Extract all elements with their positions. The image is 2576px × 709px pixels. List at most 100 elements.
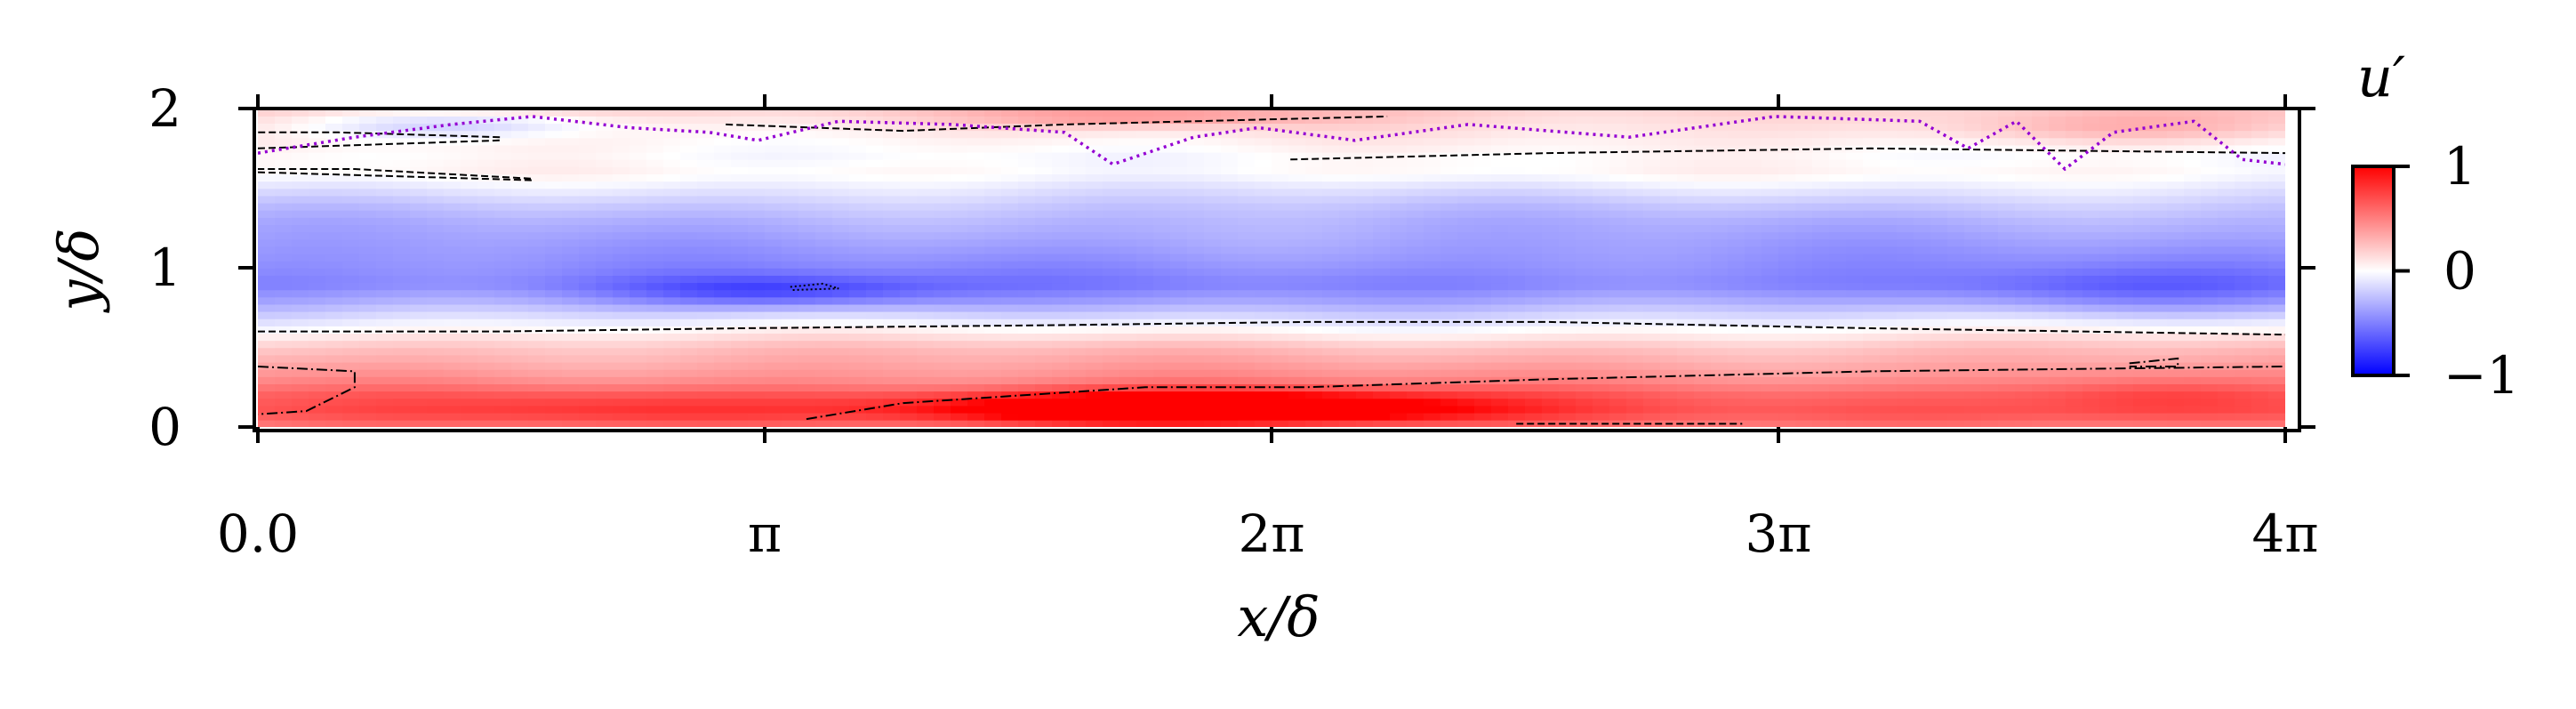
heatmap-cell [1238,217,1256,225]
heatmap-cell [1035,326,1053,334]
heatmap-cell [663,412,681,421]
heatmap-cell [393,296,411,305]
heatmap-cell [292,217,309,225]
heatmap-cell [1035,340,1053,349]
heatmap-cell [1035,282,1053,291]
heatmap-cell [1593,347,1610,356]
heatmap-cell [2049,123,2066,132]
heatmap-cell [562,158,580,167]
heatmap-cell [562,354,580,363]
heatmap-cell [2015,310,2033,319]
heatmap-cell [1356,217,1374,225]
heatmap-cell [1981,166,1999,175]
heatmap-cell [1508,109,1526,117]
heatmap-cell [511,391,529,399]
heatmap-cell [342,137,360,146]
heatmap-cell [1593,224,1610,233]
heatmap-cell [2150,158,2168,167]
heatmap-cell [680,376,698,384]
heatmap-cell [2133,166,2151,175]
heatmap-cell [765,195,782,204]
heatmap-cell [1525,116,1543,125]
heatmap-cell [1288,368,1306,377]
heatmap-cell [1305,361,1323,370]
heatmap-cell [1914,391,1931,399]
heatmap-cell [900,275,918,284]
heatmap-cell [1035,137,1053,146]
heatmap-cell [1812,209,1830,218]
heatmap-cell [2116,296,2134,305]
heatmap-cell [376,109,394,117]
heatmap-cell [1964,412,1982,421]
heatmap-cell [258,158,276,167]
heatmap-cell [528,260,546,269]
heatmap-cell [1272,209,1289,218]
heatmap-cell [646,209,664,218]
heatmap-cell [444,231,461,240]
heatmap-cell [1136,137,1154,146]
heatmap-cell [393,158,411,167]
heatmap-cell [630,268,647,276]
heatmap-cell [1440,405,1458,414]
heatmap-cell [1474,310,1492,319]
heatmap-cell [1373,260,1391,269]
heatmap-cell [1457,144,1475,153]
heatmap-cell [1643,310,1661,319]
heatmap-cell [1373,116,1391,125]
heatmap-cell [2116,137,2134,146]
heatmap-cell [646,354,664,363]
heatmap-cell [1643,333,1661,342]
heatmap-cell [1947,318,1965,326]
heatmap-cell [427,137,445,146]
heatmap-cell [1136,202,1154,211]
heatmap-cell [748,398,766,407]
heatmap-cell [1322,296,1340,305]
heatmap-cell [1373,202,1391,211]
heatmap-cell [1947,123,1965,132]
heatmap-cell [1390,224,1408,233]
heatmap-cell [917,376,935,384]
heatmap-cell [1153,318,1171,326]
heatmap-cell [951,405,968,414]
heatmap-cell [1998,289,2016,298]
heatmap-cell [275,318,293,326]
heatmap-cell [2082,368,2100,377]
heatmap-cell [1052,383,1070,392]
heatmap-cell [494,340,512,349]
heatmap-cell [444,275,461,284]
heatmap-cell [1745,123,1762,132]
heatmap-cell [2015,376,2033,384]
heatmap-cell [1795,246,1813,254]
heatmap-cell [1356,253,1374,262]
heatmap-cell [1018,361,1036,370]
heatmap-cell [731,376,749,384]
heatmap-cell [1221,137,1239,146]
heatmap-cell [511,405,529,414]
heatmap-cell [1829,158,1847,167]
heatmap-cell [646,282,664,291]
heatmap-cell [562,303,580,312]
heatmap-cell [376,333,394,342]
heatmap-cell [410,260,428,269]
heatmap-cell [1221,326,1239,334]
heatmap-cell [646,181,664,189]
heatmap-cell [2032,116,2050,125]
heatmap-cell [1136,310,1154,319]
heatmap-cell [1153,195,1171,204]
heatmap-cell [376,246,394,254]
heatmap-cell [1086,289,1103,298]
heatmap-cell [1863,282,1881,291]
heatmap-cell [596,268,614,276]
heatmap-cell [1694,368,1712,377]
heatmap-cell [1356,326,1374,334]
heatmap-cell [1863,116,1881,125]
heatmap-cell [782,289,799,298]
heatmap-cell [1609,130,1627,139]
heatmap-cell [1136,151,1154,160]
heatmap-cell [275,209,293,218]
heatmap-cell [1035,260,1053,269]
heatmap-cell [1897,268,1914,276]
heatmap-cell [1981,391,1999,399]
heatmap-cell [376,391,394,399]
heatmap-cell [1305,405,1323,414]
